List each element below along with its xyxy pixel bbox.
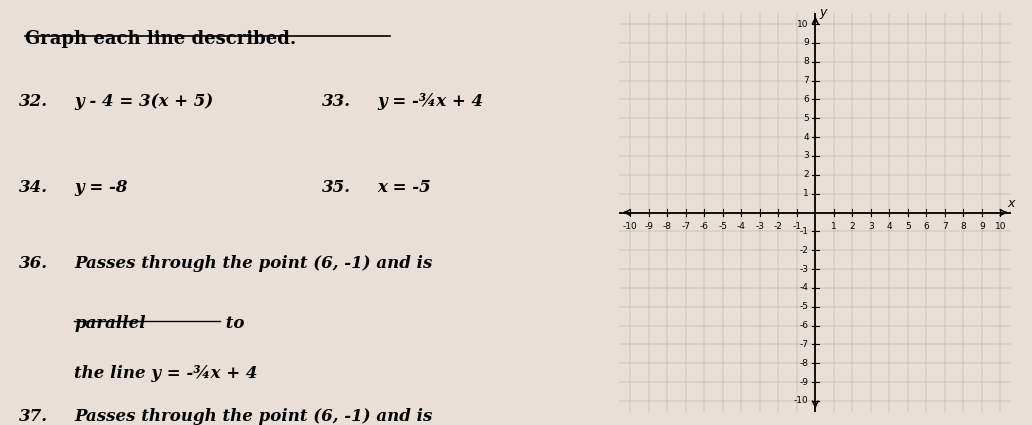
Text: -6: -6 <box>700 222 709 231</box>
Text: 34.: 34. <box>19 178 47 196</box>
Text: 3: 3 <box>803 151 809 161</box>
Text: 9: 9 <box>803 38 809 48</box>
Text: -1: -1 <box>793 222 801 231</box>
Text: 1: 1 <box>803 189 809 198</box>
Text: -4: -4 <box>800 283 809 292</box>
Text: 33.: 33. <box>322 94 351 110</box>
Text: 7: 7 <box>803 76 809 85</box>
Text: -5: -5 <box>718 222 728 231</box>
Text: x = -5: x = -5 <box>378 178 431 196</box>
Text: 4: 4 <box>803 133 809 142</box>
Text: 8: 8 <box>961 222 966 231</box>
Text: -3: -3 <box>800 264 809 274</box>
Text: 5: 5 <box>905 222 910 231</box>
Text: y: y <box>819 6 827 19</box>
Text: -8: -8 <box>663 222 672 231</box>
Text: 7: 7 <box>942 222 947 231</box>
Text: 5: 5 <box>803 114 809 123</box>
Text: 2: 2 <box>849 222 856 231</box>
Text: 10: 10 <box>798 20 809 28</box>
Text: 4: 4 <box>886 222 892 231</box>
Text: -7: -7 <box>800 340 809 349</box>
Text: Graph each line described.: Graph each line described. <box>25 30 296 48</box>
Text: -1: -1 <box>800 227 809 236</box>
Text: -3: -3 <box>755 222 765 231</box>
Text: 1: 1 <box>831 222 837 231</box>
Text: 37.: 37. <box>19 408 47 425</box>
Text: -5: -5 <box>800 302 809 311</box>
Text: Passes through the point (6, -1) and is: Passes through the point (6, -1) and is <box>74 255 439 272</box>
Text: 8: 8 <box>803 57 809 66</box>
Text: -10: -10 <box>794 397 809 405</box>
Text: 9: 9 <box>979 222 985 231</box>
Text: y = -8: y = -8 <box>74 178 128 196</box>
Text: the line y = -¾x + 4: the line y = -¾x + 4 <box>74 366 258 382</box>
Text: -8: -8 <box>800 359 809 368</box>
Text: 10: 10 <box>995 222 1006 231</box>
Text: -9: -9 <box>644 222 653 231</box>
Text: 35.: 35. <box>322 178 351 196</box>
Text: -2: -2 <box>774 222 782 231</box>
Text: -9: -9 <box>800 377 809 387</box>
Text: -6: -6 <box>800 321 809 330</box>
Text: parallel: parallel <box>74 314 146 332</box>
Text: -2: -2 <box>800 246 809 255</box>
Text: Passes through the point (6, -1) and is: Passes through the point (6, -1) and is <box>74 408 432 425</box>
Text: 6: 6 <box>803 95 809 104</box>
Text: -4: -4 <box>737 222 746 231</box>
Text: 6: 6 <box>924 222 929 231</box>
Text: 2: 2 <box>803 170 809 179</box>
Text: 32.: 32. <box>19 94 47 110</box>
Text: 3: 3 <box>868 222 874 231</box>
Text: to: to <box>220 314 245 332</box>
Text: y = -¾x + 4: y = -¾x + 4 <box>378 94 484 110</box>
Text: -10: -10 <box>623 222 638 231</box>
Text: 36.: 36. <box>19 255 47 272</box>
Text: y - 4 = 3(x + 5): y - 4 = 3(x + 5) <box>74 94 214 110</box>
Text: x: x <box>1007 197 1015 210</box>
Text: -7: -7 <box>681 222 690 231</box>
